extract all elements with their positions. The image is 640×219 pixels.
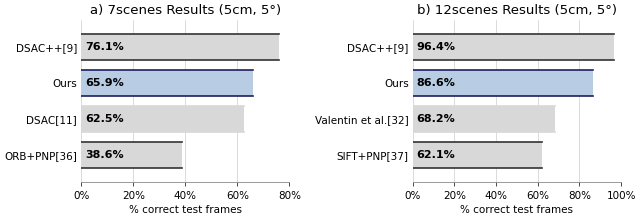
Bar (81, 142, 182, 168)
Text: 96.4%: 96.4% (416, 42, 455, 52)
Text: 62.1%: 62.1% (416, 150, 454, 160)
Bar (413, 70, 593, 96)
Text: 65.9%: 65.9% (85, 78, 124, 88)
X-axis label: % correct test frames: % correct test frames (460, 205, 573, 215)
Bar (413, 142, 542, 168)
X-axis label: % correct test frames: % correct test frames (129, 205, 242, 215)
Title: a) 7scenes Results (5cm, 5°): a) 7scenes Results (5cm, 5°) (90, 4, 281, 17)
Bar (81, 70, 253, 96)
Text: 86.6%: 86.6% (416, 78, 455, 88)
Title: b) 12scenes Results (5cm, 5°): b) 12scenes Results (5cm, 5°) (417, 4, 617, 17)
Bar (81, 34, 279, 60)
Text: 62.5%: 62.5% (85, 114, 124, 124)
Bar (413, 34, 614, 60)
Text: 38.6%: 38.6% (85, 150, 124, 160)
Text: 68.2%: 68.2% (416, 114, 454, 124)
Bar (81, 106, 244, 132)
Bar (413, 106, 555, 132)
Text: 76.1%: 76.1% (85, 42, 124, 52)
